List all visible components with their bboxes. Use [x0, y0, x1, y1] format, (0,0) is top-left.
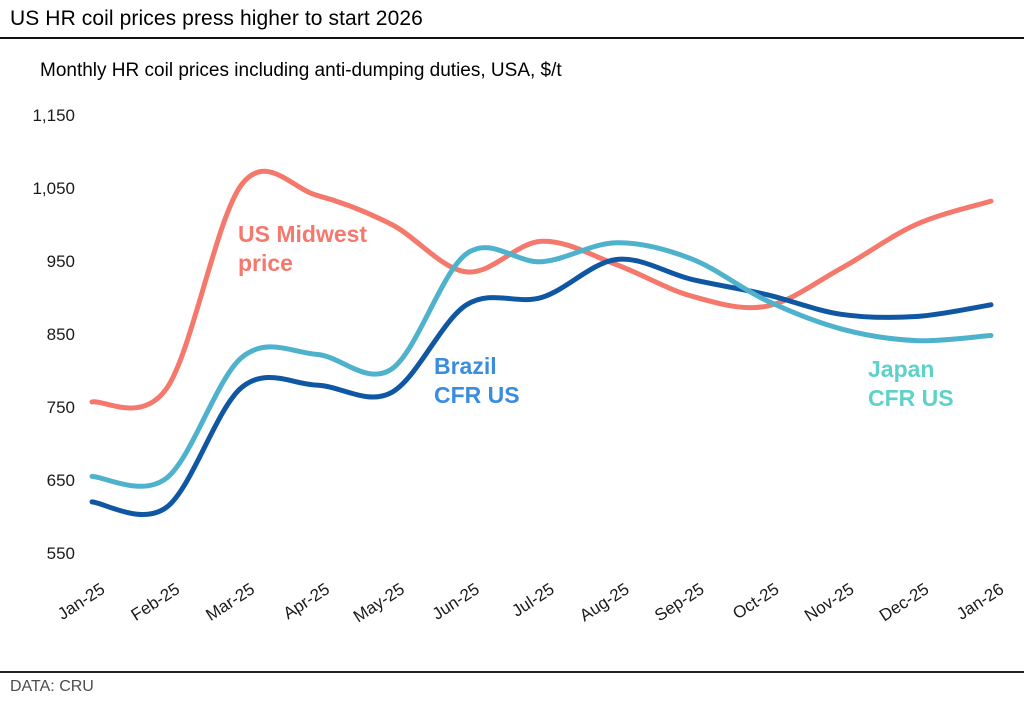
- svg-text:Aug-25: Aug-25: [576, 579, 632, 625]
- japan-series-label: Japan CFR US: [868, 356, 954, 411]
- svg-text:Mar-25: Mar-25: [202, 579, 258, 624]
- svg-text:Jan-25: Jan-25: [54, 579, 108, 623]
- svg-text:Oct-25: Oct-25: [729, 579, 782, 623]
- svg-text:Apr-25: Apr-25: [280, 579, 333, 623]
- svg-text:550: 550: [47, 544, 75, 563]
- svg-text:Feb-25: Feb-25: [128, 579, 184, 624]
- svg-text:850: 850: [47, 325, 75, 344]
- brazil-series-label: Brazil CFR US: [434, 353, 520, 408]
- svg-text:Dec-25: Dec-25: [876, 579, 932, 625]
- svg-text:Nov-25: Nov-25: [801, 579, 857, 625]
- svg-text:Jul-25: Jul-25: [508, 579, 557, 620]
- svg-text:Sep-25: Sep-25: [651, 579, 707, 625]
- page-title: US HR coil prices press higher to start …: [10, 7, 423, 30]
- footer-divider: [0, 671, 1024, 673]
- svg-text:Jun-25: Jun-25: [429, 579, 483, 623]
- svg-text:Jan-26: Jan-26: [953, 579, 1007, 623]
- svg-text:1,150: 1,150: [32, 106, 75, 125]
- svg-text:650: 650: [47, 471, 75, 490]
- svg-text:750: 750: [47, 398, 75, 417]
- data-source: DATA: CRU: [10, 678, 94, 695]
- chart-subtitle: Monthly HR coil prices including anti-du…: [40, 60, 562, 81]
- title-divider: [0, 37, 1024, 39]
- svg-text:950: 950: [47, 252, 75, 271]
- svg-text:May-25: May-25: [350, 579, 408, 626]
- svg-text:1,050: 1,050: [32, 179, 75, 198]
- us-midwest-series-label: US Midwest price: [238, 221, 368, 276]
